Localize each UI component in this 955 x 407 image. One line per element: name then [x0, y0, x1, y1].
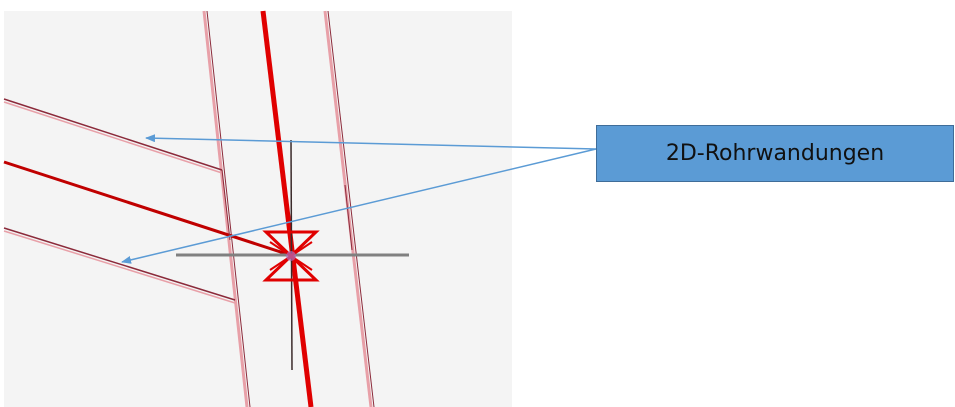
branch-pipe-wall-upper-edge — [3, 101, 223, 174]
cad-drawing-area — [4, 11, 512, 407]
branch-pipe-centerline — [3, 160, 291, 257]
vertical-pipe-wall-right-inner — [327, 10, 375, 407]
vertical-pipe-wall-left — [202, 10, 249, 407]
callout-box: 2D-Rohrwandungen — [596, 125, 954, 182]
branch-wall-connector-right — [344, 184, 353, 251]
vertical-pipe-wall-left-inner — [206, 10, 251, 407]
branch-pipe-wall-lower-edge — [3, 230, 236, 304]
branch-wall-connector-upper — [221, 169, 231, 241]
branch-pipe-wall-upper — [3, 98, 223, 171]
callout-arrow-upper — [145, 134, 597, 150]
callout-label: 2D-Rohrwandungen — [665, 141, 885, 166]
vertical-pipe-centerline — [260, 10, 314, 407]
branch-pipe-wall-lower — [3, 227, 236, 301]
callout-arrow-lower — [121, 148, 597, 264]
valve-icon — [262, 230, 320, 282]
